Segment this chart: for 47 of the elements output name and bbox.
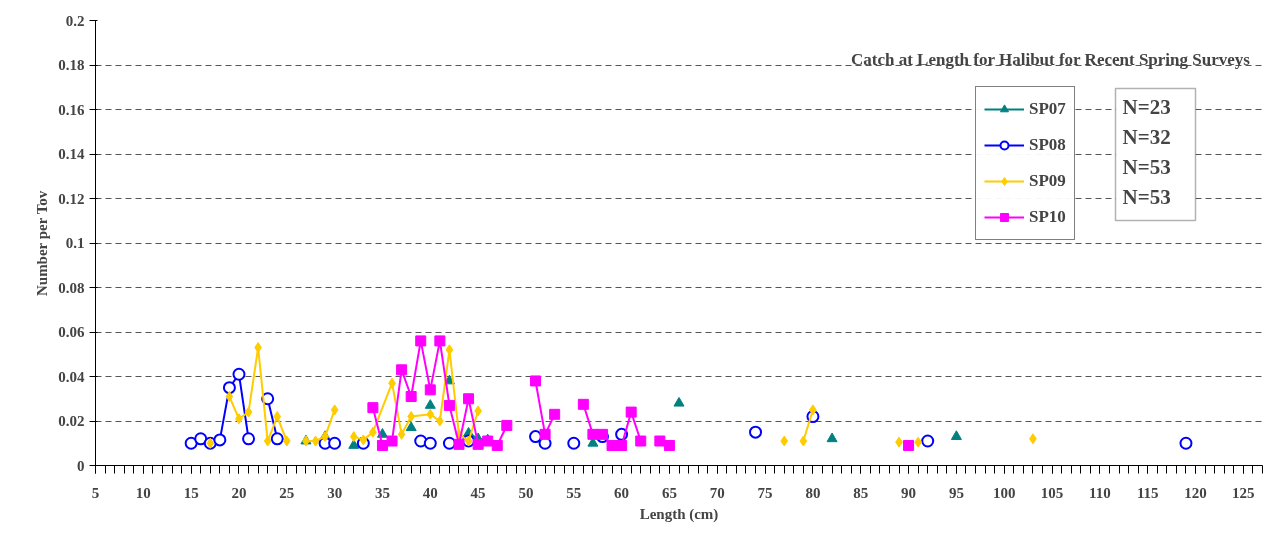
y-axis-title: Number per Tov: [34, 190, 51, 297]
x-tick-label: 45: [470, 484, 486, 501]
x-tick-label: 95: [948, 484, 964, 501]
legend-label: SP10: [1029, 206, 1066, 228]
x-tick-label: 115: [1136, 484, 1159, 501]
y-tick-label: 0.04: [58, 368, 85, 385]
annotation: N=53: [1122, 154, 1171, 179]
y-tick-label: 0.12: [58, 190, 85, 207]
x-tick-label: 105: [1040, 484, 1064, 501]
x-axis-title: Length (cm): [639, 505, 719, 523]
x-tick-label: 110: [1089, 484, 1111, 501]
x-tick-label: 100: [992, 484, 1016, 501]
x-tick-label: 50: [518, 484, 534, 501]
text: Catch at Length for Halibut for Recent Spring Surveys: [851, 49, 1251, 69]
y-tick-label: 0.14: [58, 146, 85, 162]
x-tick-label: 55: [566, 484, 582, 501]
x-tick-label: 65: [661, 484, 677, 501]
legend-label: SP07: [1029, 98, 1066, 120]
x-tick-label: 25: [279, 484, 295, 501]
x-tick-label: 5: [91, 484, 100, 501]
x-tick-label: 20: [231, 484, 247, 501]
x-tick-label: 75: [757, 484, 773, 501]
x-tick-label: 125: [1232, 484, 1255, 501]
x-tick-label: 90: [901, 484, 917, 501]
y-tick-label: 0.1: [65, 235, 85, 251]
y-tick-label: 0: [77, 457, 85, 474]
x-tick-label: 60: [614, 484, 630, 501]
x-tick-label: 35: [374, 484, 390, 501]
y-tick-label: 0.06: [58, 324, 85, 340]
x-tick-label: 30: [327, 484, 343, 501]
x-tick-label: 40: [422, 484, 438, 501]
y-tick-label: 0.2: [65, 12, 85, 29]
y-tick-label: 0.18: [58, 57, 85, 73]
x-tick-label: 80: [805, 484, 821, 501]
y-tick-label: 0.08: [58, 279, 85, 296]
x-tick-label: 120: [1184, 484, 1207, 501]
annotation: N=53: [1122, 184, 1171, 209]
x-tick-label: 70: [709, 484, 725, 501]
x-tick-label: 10: [135, 484, 151, 501]
x-tick-label: 15: [183, 484, 199, 501]
legend-label: SP08: [1029, 134, 1066, 156]
legend-label: SP09: [1029, 170, 1066, 192]
annotation: N=32: [1122, 124, 1171, 149]
y-tick-label: 0.02: [58, 413, 85, 429]
y-tick-label: 0.16: [58, 101, 85, 118]
annotation: N=23: [1122, 94, 1171, 119]
x-tick-label: 85: [853, 484, 869, 501]
